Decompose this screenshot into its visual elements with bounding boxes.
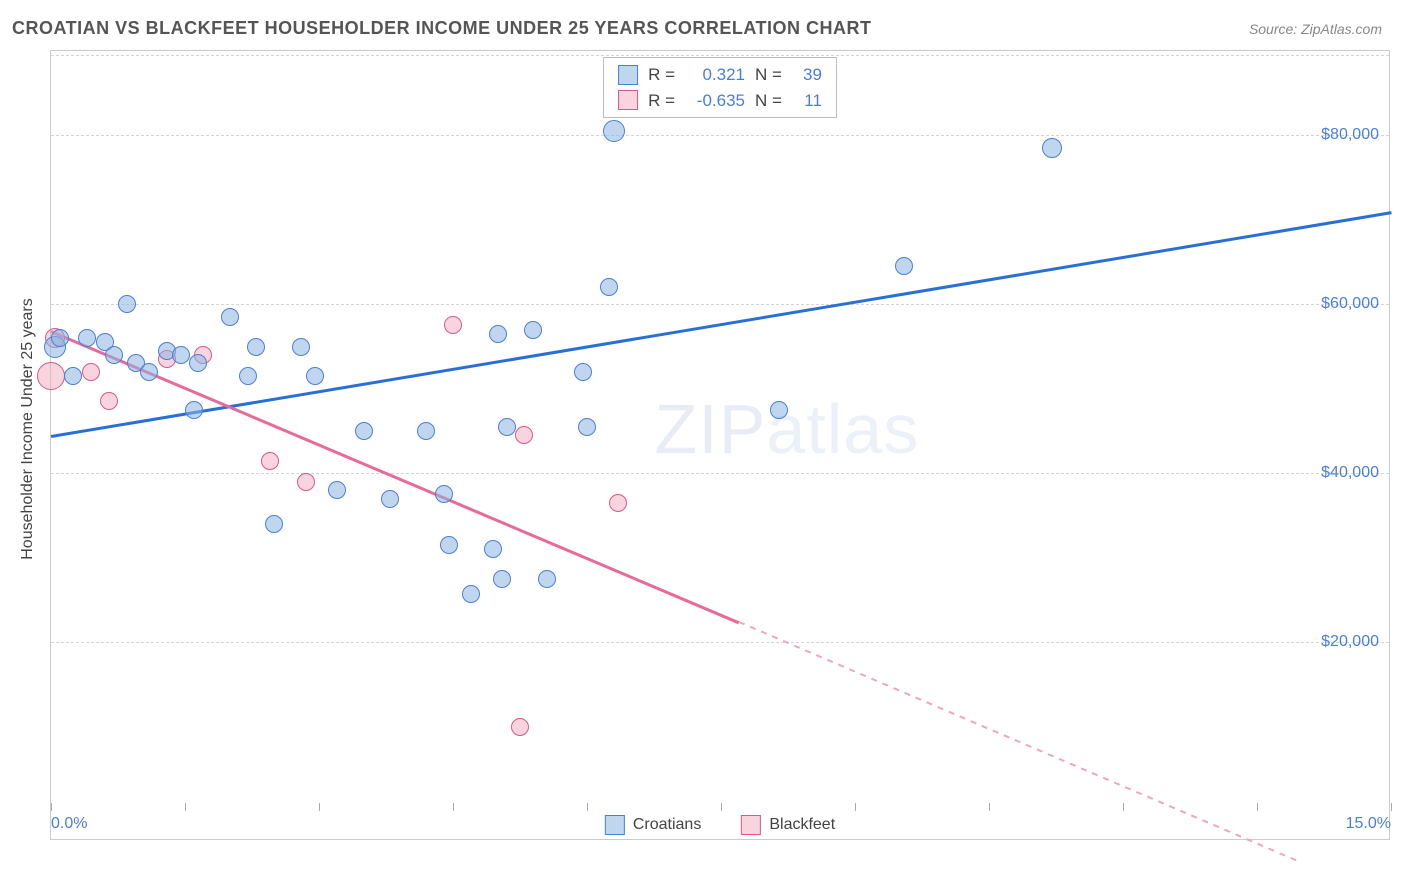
data-point-croatians bbox=[265, 515, 283, 533]
data-point-blackfeet bbox=[609, 494, 627, 512]
data-point-blackfeet bbox=[511, 718, 529, 736]
data-point-croatians bbox=[498, 418, 516, 436]
legend-item: Blackfeet bbox=[741, 815, 835, 835]
data-point-croatians bbox=[770, 401, 788, 419]
data-point-croatians bbox=[440, 536, 458, 554]
data-point-croatians bbox=[600, 278, 618, 296]
legend-row: R = -0.635 N = 11 bbox=[618, 88, 822, 114]
data-point-croatians bbox=[118, 295, 136, 313]
data-point-croatians bbox=[306, 367, 324, 385]
y-tick-label: $80,000 bbox=[1321, 126, 1379, 144]
legend-n-value: 39 bbox=[792, 62, 822, 88]
data-point-croatians bbox=[435, 485, 453, 503]
x-tick bbox=[721, 803, 722, 811]
data-point-croatians bbox=[524, 321, 542, 339]
legend-r-label: R = bbox=[648, 62, 675, 88]
legend-label: Croatians bbox=[633, 816, 701, 834]
legend-swatch bbox=[618, 90, 638, 110]
legend-label: Blackfeet bbox=[769, 816, 835, 834]
data-point-blackfeet bbox=[515, 426, 533, 444]
data-point-croatians bbox=[1042, 138, 1062, 158]
legend-swatch bbox=[741, 815, 761, 835]
data-point-croatians bbox=[189, 354, 207, 372]
data-point-blackfeet bbox=[37, 362, 65, 390]
data-point-croatians bbox=[489, 325, 507, 343]
gridline bbox=[51, 304, 1389, 305]
gridline bbox=[51, 55, 1389, 56]
x-tick bbox=[587, 803, 588, 811]
data-point-croatians bbox=[895, 257, 913, 275]
data-point-croatians bbox=[328, 481, 346, 499]
x-tick bbox=[185, 803, 186, 811]
legend-r-value: 0.321 bbox=[685, 62, 745, 88]
data-point-croatians bbox=[105, 346, 123, 364]
gridline bbox=[51, 135, 1389, 136]
x-tick bbox=[989, 803, 990, 811]
x-tick bbox=[1123, 803, 1124, 811]
data-point-croatians bbox=[574, 363, 592, 381]
data-point-croatians bbox=[493, 570, 511, 588]
data-point-blackfeet bbox=[82, 363, 100, 381]
legend-n-label: N = bbox=[755, 88, 782, 114]
data-point-croatians bbox=[578, 418, 596, 436]
legend-n-value: 11 bbox=[792, 88, 822, 114]
y-tick-label: $20,000 bbox=[1321, 633, 1379, 651]
data-point-croatians bbox=[78, 329, 96, 347]
x-tick-label: 0.0% bbox=[51, 815, 87, 833]
data-point-blackfeet bbox=[444, 316, 462, 334]
chart-plot-area: ZIPatlas R = 0.321 N = 39 R = -0.635 N = 11 Cro… bbox=[50, 50, 1390, 840]
data-point-croatians bbox=[603, 120, 625, 142]
source-attribution: Source: ZipAtlas.com bbox=[1249, 21, 1382, 37]
y-tick-label: $40,000 bbox=[1321, 464, 1379, 482]
data-point-croatians bbox=[51, 329, 69, 347]
y-axis-label: Householder Income Under 25 years bbox=[19, 298, 37, 559]
series-legend: Croatians Blackfeet bbox=[605, 815, 835, 835]
gridline bbox=[51, 473, 1389, 474]
data-point-croatians bbox=[185, 401, 203, 419]
data-point-croatians bbox=[247, 338, 265, 356]
data-point-croatians bbox=[484, 540, 502, 558]
legend-r-value: -0.635 bbox=[685, 88, 745, 114]
data-point-croatians bbox=[462, 585, 480, 603]
x-tick bbox=[1257, 803, 1258, 811]
x-tick bbox=[855, 803, 856, 811]
data-point-croatians bbox=[538, 570, 556, 588]
x-tick bbox=[51, 803, 52, 811]
x-tick bbox=[453, 803, 454, 811]
y-tick-label: $60,000 bbox=[1321, 295, 1379, 313]
gridline bbox=[51, 642, 1389, 643]
x-tick bbox=[319, 803, 320, 811]
trendline-croatians bbox=[51, 211, 1391, 437]
data-point-croatians bbox=[239, 367, 257, 385]
chart-title: CROATIAN VS BLACKFEET HOUSEHOLDER INCOME… bbox=[12, 18, 872, 39]
legend-r-label: R = bbox=[648, 88, 675, 114]
data-point-blackfeet bbox=[100, 392, 118, 410]
correlation-legend: R = 0.321 N = 39 R = -0.635 N = 11 bbox=[603, 57, 837, 118]
legend-n-label: N = bbox=[755, 62, 782, 88]
legend-swatch bbox=[618, 65, 638, 85]
data-point-croatians bbox=[417, 422, 435, 440]
watermark: ZIPatlas bbox=[655, 389, 920, 469]
data-point-blackfeet bbox=[261, 452, 279, 470]
data-point-croatians bbox=[221, 308, 239, 326]
data-point-croatians bbox=[355, 422, 373, 440]
data-point-croatians bbox=[172, 346, 190, 364]
legend-item: Croatians bbox=[605, 815, 701, 835]
data-point-blackfeet bbox=[297, 473, 315, 491]
data-point-croatians bbox=[292, 338, 310, 356]
data-point-croatians bbox=[64, 367, 82, 385]
data-point-croatians bbox=[381, 490, 399, 508]
legend-swatch bbox=[605, 815, 625, 835]
data-point-croatians bbox=[140, 363, 158, 381]
x-tick bbox=[1391, 803, 1392, 811]
x-tick-label: 15.0% bbox=[1346, 815, 1391, 833]
legend-row: R = 0.321 N = 39 bbox=[618, 62, 822, 88]
